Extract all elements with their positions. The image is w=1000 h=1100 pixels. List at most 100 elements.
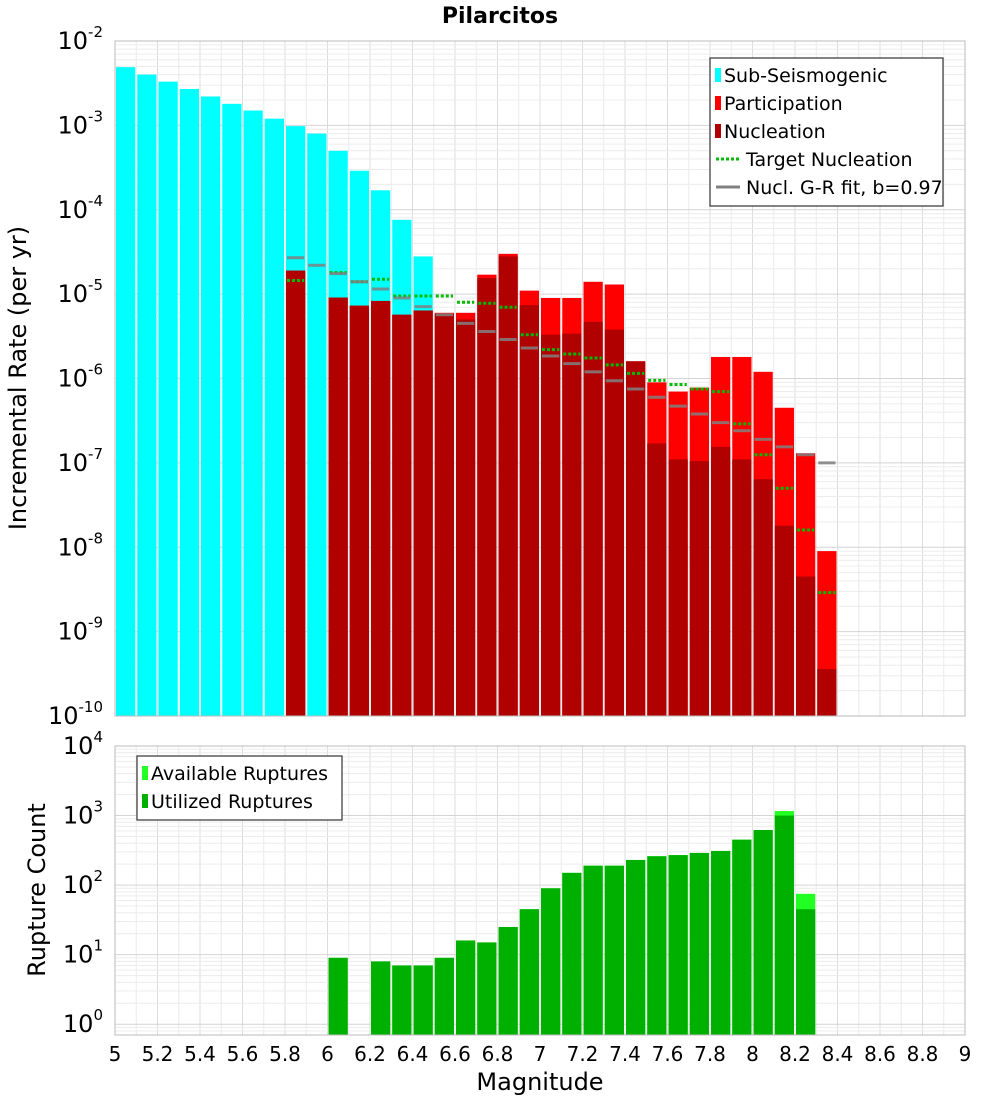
bar [477, 278, 497, 716]
x-tick-label: 6.2 [354, 1042, 386, 1066]
bar [732, 459, 752, 716]
bar [796, 909, 816, 1035]
x-tick-label: 7.6 [652, 1042, 684, 1066]
x-tick-label: 5.4 [184, 1042, 216, 1066]
bar [456, 319, 476, 716]
bar [158, 81, 178, 717]
bar [753, 829, 773, 1035]
bar [541, 334, 561, 716]
y-tick-label: 10-8 [57, 529, 103, 561]
rate-plot: 10-10 10-9 10-8 10-7 10-6 10-5 10-4 10-3 10-2 Sub… [48, 23, 966, 730]
legend-label: Target Nucleation [745, 149, 913, 171]
bar [817, 669, 837, 716]
plot-frame [114, 40, 966, 717]
bar [583, 865, 603, 1035]
y-tick-label: 10-10 [48, 698, 103, 730]
bar [647, 443, 667, 716]
y-tick-label: 10-9 [57, 614, 103, 646]
bar [392, 314, 412, 716]
x-tick-label: 5 [109, 1042, 122, 1066]
bottom-y-axis-label: Rupture Count [23, 803, 51, 977]
x-tick-label: 8.2 [779, 1042, 811, 1066]
top-y-axis-label: Incremental Rate (per yr) [4, 226, 32, 530]
y-tick-label: 10-3 [57, 107, 103, 139]
bar [201, 96, 221, 716]
bar [222, 103, 242, 717]
count-plot: 100 101 102 103 104 Available Ruptures Utilize… [63, 728, 971, 1066]
y-tick-label: 10-4 [57, 192, 103, 224]
bar [328, 297, 348, 716]
bar [498, 926, 518, 1035]
bar [392, 965, 412, 1035]
x-tick-label: 5.2 [142, 1042, 174, 1066]
bar [434, 957, 454, 1035]
plot-frame [114, 745, 966, 1036]
x-tick-label: 8 [746, 1042, 759, 1066]
bar [604, 865, 624, 1035]
chart-title: Pilarcitos [442, 4, 558, 29]
bar [307, 133, 327, 717]
x-tick-label: 7 [534, 1042, 547, 1066]
x-tick-label: 6.8 [482, 1042, 514, 1066]
y-tick-label: 103 [63, 798, 103, 830]
x-tick-label: 6 [321, 1042, 334, 1066]
x-tick-label: 7.4 [609, 1042, 641, 1066]
bar [519, 305, 539, 716]
x-tick-label: 7.8 [694, 1042, 726, 1066]
bar [562, 872, 582, 1035]
x-axis-label: Magnitude [476, 1068, 603, 1096]
x-tick-label: 8.8 [907, 1042, 939, 1066]
bar [774, 815, 794, 1035]
bar [137, 74, 157, 717]
x-tick-label: 8.6 [864, 1042, 896, 1066]
bar [689, 852, 709, 1035]
x-tick-label: 5.8 [269, 1042, 301, 1066]
bar [349, 305, 369, 716]
legend-label: Nucleation [724, 121, 826, 143]
x-tick-label: 9 [959, 1042, 972, 1066]
bar [243, 110, 263, 716]
bar [711, 850, 731, 1035]
bar [477, 942, 497, 1035]
x-tick-label: 7.2 [567, 1042, 599, 1066]
bar [434, 314, 454, 716]
bar [371, 961, 391, 1035]
legend-box [136, 755, 343, 821]
bar [626, 361, 646, 716]
y-tick-label: 10-5 [57, 276, 103, 308]
y-tick-label: 104 [63, 728, 103, 760]
y-tick-label: 102 [63, 867, 103, 899]
legend-label: Participation [724, 93, 843, 115]
bar [689, 461, 709, 716]
x-tick-label: 6.4 [397, 1042, 429, 1066]
bar [413, 310, 433, 716]
bar [583, 321, 603, 716]
bar [668, 459, 688, 716]
bar [796, 576, 816, 716]
y-tick-label: 10-6 [57, 361, 103, 393]
legend-label: Nucl. G-R fit, b=0.97 [746, 177, 943, 199]
bar [626, 859, 646, 1035]
legend-label: Utilized Ruptures [151, 791, 313, 813]
bar [774, 525, 794, 716]
bar [562, 333, 582, 716]
bar [647, 856, 667, 1035]
bar [328, 957, 348, 1035]
bar [371, 300, 391, 716]
bar [456, 940, 476, 1035]
bar [498, 256, 518, 716]
legend-swatch [715, 96, 721, 110]
x-tick-label: 8.4 [822, 1042, 854, 1066]
x-tick-label: 6.6 [439, 1042, 471, 1066]
bar [604, 329, 624, 716]
bar [264, 118, 284, 716]
bar [413, 965, 433, 1035]
y-tick-label: 10-2 [57, 23, 103, 55]
bar [711, 446, 731, 716]
legend-swatch [715, 124, 721, 138]
bar [179, 88, 199, 716]
legend-swatch [142, 794, 148, 808]
legend-label: Sub-Seismogenic [724, 65, 888, 87]
bar [668, 855, 688, 1035]
